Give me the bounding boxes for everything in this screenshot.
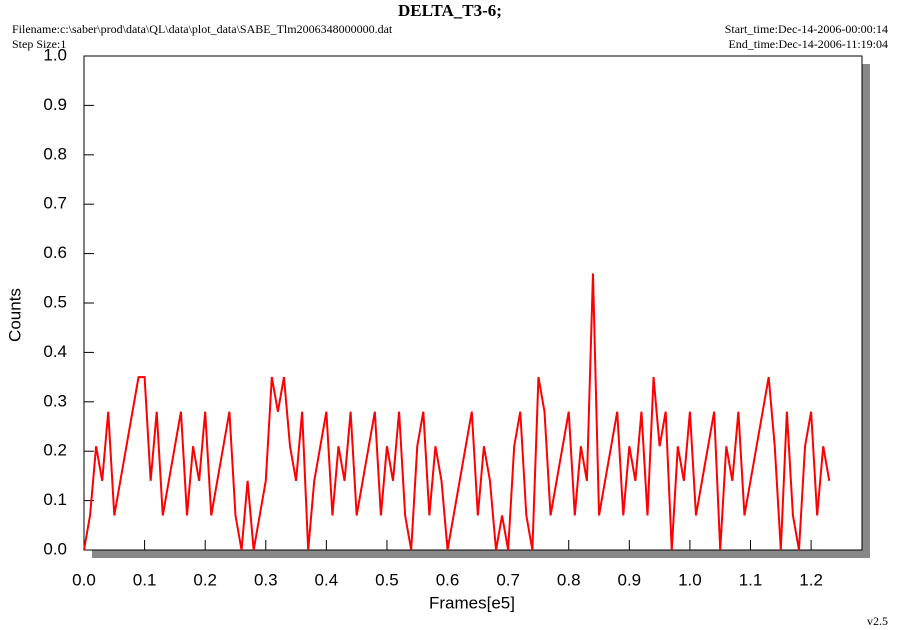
y-tick-label: 0.8 bbox=[43, 144, 67, 163]
x-tick-label: 0.8 bbox=[557, 570, 581, 589]
data-line bbox=[83, 273, 831, 551]
y-tick-label: 0.5 bbox=[43, 292, 67, 311]
y-tick-label: 0.7 bbox=[43, 194, 67, 213]
x-tick-label: 1.0 bbox=[678, 570, 702, 589]
y-tick-label: 0.1 bbox=[43, 490, 67, 509]
x-tick-label: 1.2 bbox=[799, 570, 823, 589]
x-tick-label: 0.5 bbox=[375, 570, 399, 589]
x-tick-label: 0.4 bbox=[315, 570, 339, 589]
filename: Filename:c:\saber\prod\data\QL\data\plot… bbox=[12, 22, 393, 36]
y-tick-label: 0.0 bbox=[43, 539, 67, 558]
x-tick-label: 0.6 bbox=[436, 570, 460, 589]
x-tick-label: 0.2 bbox=[193, 570, 217, 589]
x-tick-label: 0.9 bbox=[618, 570, 642, 589]
step-size: Step Size:1 bbox=[12, 37, 66, 51]
x-tick-label: 0.7 bbox=[496, 570, 520, 589]
y-axis-label: Counts bbox=[5, 288, 24, 342]
y-tick-label: 1.0 bbox=[43, 45, 67, 64]
version: v2.5 bbox=[867, 614, 888, 628]
x-tick-label: 1.1 bbox=[739, 570, 763, 589]
y-tick-label: 0.6 bbox=[43, 243, 67, 262]
x-tick-label: 0.1 bbox=[133, 570, 157, 589]
x-axis-label: Frames[e5] bbox=[429, 593, 515, 612]
start-time: Start_time:Dec-14-2006-00:00:14 bbox=[725, 22, 888, 36]
y-tick-label: 0.3 bbox=[43, 391, 67, 410]
y-tick-label: 0.9 bbox=[43, 95, 67, 114]
x-tick-label: 0.0 bbox=[72, 570, 96, 589]
y-tick-label: 0.2 bbox=[43, 441, 67, 460]
plot-area bbox=[83, 55, 863, 551]
end-time: End_time:Dec-14-2006-11:19:04 bbox=[728, 37, 888, 51]
x-tick-label: 0.3 bbox=[254, 570, 278, 589]
y-tick-label: 0.4 bbox=[43, 342, 67, 361]
chart-title: DELTA_T3-6; bbox=[398, 1, 502, 20]
